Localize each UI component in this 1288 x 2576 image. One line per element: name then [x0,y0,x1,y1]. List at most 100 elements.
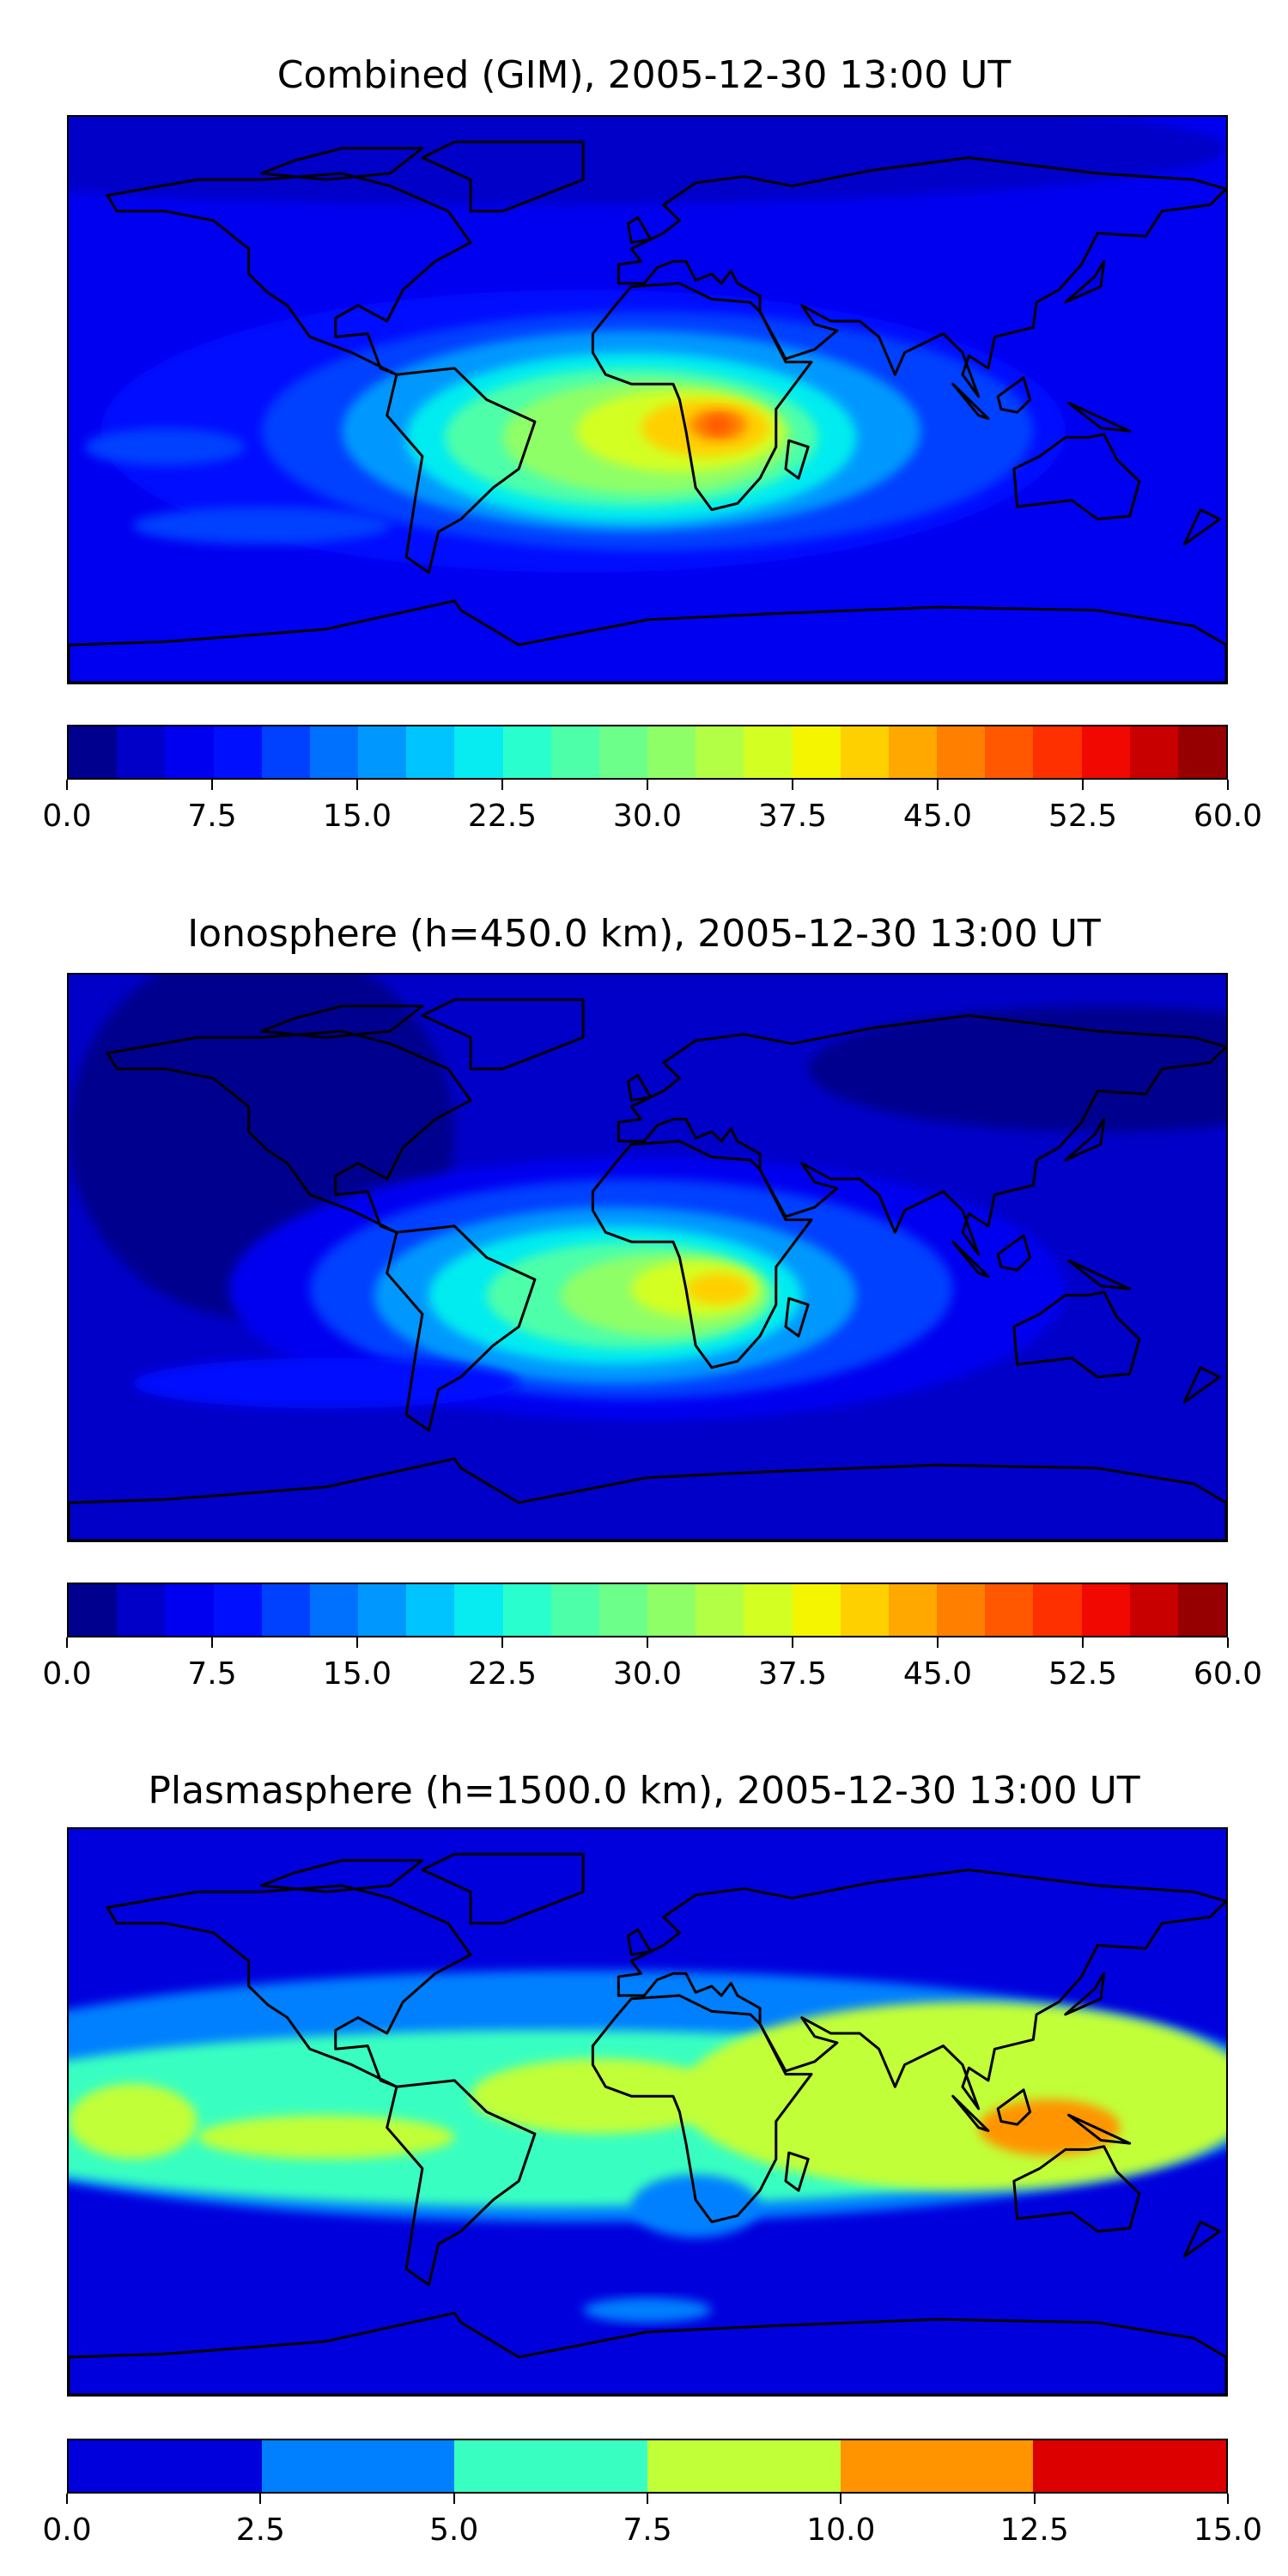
coastline [386,367,537,574]
map-combined [67,115,1228,684]
colorbar-segment [744,726,793,778]
colorbar-segment [840,1584,889,1636]
contour-region [69,117,1226,205]
colorbar-segment [117,1584,166,1636]
colorbar-segment [1033,726,1082,778]
coastline [1182,508,1222,546]
coastline [617,156,1226,398]
coastline [627,216,653,244]
colorbar-segment [792,1584,841,1636]
colorbar-segment [1081,1584,1130,1636]
colorbar-segment [165,726,214,778]
contour-region [132,506,391,544]
coastline [996,376,1032,414]
panel-title-plasmasphere: Plasmasphere (h=1500.0 km), 2005-12-30 1… [148,1769,1140,1813]
colorbar-tick-mark [1082,1637,1084,1648]
colorbar-tick-label: 30.0 [612,799,683,834]
colorbar-segment [165,1584,214,1636]
colorbar-tick-label: 30.0 [612,1656,683,1692]
map-ionosphere [67,973,1228,1542]
colorbar-tick-label: 7.5 [187,799,237,834]
colorbar-segment [406,726,455,778]
coastline [617,1014,1226,1256]
colorbar-segment [502,726,551,778]
colorbar-tick-label: 22.5 [467,1656,538,1692]
colorbar-tick-label: 45.0 [902,1656,973,1692]
coastline [627,1073,653,1102]
colorbar-segment [1033,1584,1082,1636]
coastline [951,2094,990,2132]
coastline [1067,2113,1132,2145]
colorbar-tick-mark [937,780,939,790]
coastline [106,1030,472,1234]
colorbar-tick-label: 60.0 [1193,799,1263,834]
colorbar-tick-mark [792,1637,793,1648]
colorbar-segment [69,2440,262,2492]
colorbar-segment [358,1584,407,1636]
colorbar-segment [117,726,166,778]
contour-region [705,415,732,434]
colorbar-segment [261,2440,455,2492]
colorbar-tick-mark [647,1637,648,1648]
coastline [421,140,585,213]
coastline [1182,2221,1222,2258]
colorbar-tick-mark [1082,780,1084,790]
colorbar-segment [744,1584,793,1636]
colorbar-segment [647,726,696,778]
coastline [69,1457,1226,1540]
coastline [951,382,990,420]
colorbar-ticks-ionosphere: 0.0 7.5 15.0 22.5 30.0 37.5 45.0 52.5 60.0 [42,1637,1262,1698]
colorbar-segment [358,726,407,778]
colorbar-tick-label: 15.0 [322,1656,392,1692]
coastline [784,2151,810,2192]
colorbar-segment [261,1584,310,1636]
coastline [106,1884,472,2088]
colorbar-segment [454,726,503,778]
colorbar-tick-label: 10.0 [806,2512,876,2548]
colorbar-tick-mark [792,780,793,790]
colorbar-tick-label: 60.0 [1193,1656,1263,1692]
colorbar-tick-mark [356,1637,358,1648]
coastline [1012,1291,1141,1379]
colorbar-combined [67,725,1228,780]
colorbar-segment [888,726,938,778]
coastline [1012,433,1141,521]
contour-region [685,1273,750,1305]
colorbar-segment [647,2440,841,2492]
colorbar-plasmasphere [67,2439,1228,2494]
coastline [260,147,424,181]
colorbar-segment [309,1584,359,1636]
colorbar-tick-label: 37.5 [757,799,828,834]
colorbar-segment [309,726,359,778]
colorbar-tick-label: 0.0 [42,799,92,834]
coastline [1012,2145,1141,2233]
contour-region [69,2083,197,2160]
map-plasmasphere [67,1827,1228,2397]
colorbar-segment [69,726,118,778]
colorbar-tick-label: 37.5 [757,1656,828,1692]
colorbar-tick-mark [647,780,648,790]
coastline [421,998,585,1071]
colorbar-tick-label: 2.5 [235,2512,285,2548]
coastline [260,1859,424,1893]
colorbar-ionosphere [67,1583,1228,1637]
colorbar-tick-mark [66,2494,68,2504]
colorbar-tick-label: 15.0 [322,799,392,834]
colorbar-tick-label: 45.0 [902,799,973,834]
coastline [106,172,472,376]
contour-region [631,2174,761,2238]
colorbar-tick-mark [1227,2494,1229,2504]
colorbar-segment [840,726,889,778]
colorbar-segment [1129,1584,1178,1636]
coastline [69,599,1226,683]
colorbar-tick-label: 15.0 [1193,2512,1263,2548]
coastline [591,1994,813,2224]
colorbar-tick-label: 7.5 [187,1656,237,1692]
colorbar-tick-mark [647,2494,648,2504]
colorbar-segment [1081,726,1130,778]
colorbar-segment [888,1584,938,1636]
colorbar-segment [550,726,599,778]
colorbar-tick-label: 12.5 [999,2512,1069,2548]
coastline [996,1234,1032,1272]
colorbar-tick-mark [1227,780,1229,790]
